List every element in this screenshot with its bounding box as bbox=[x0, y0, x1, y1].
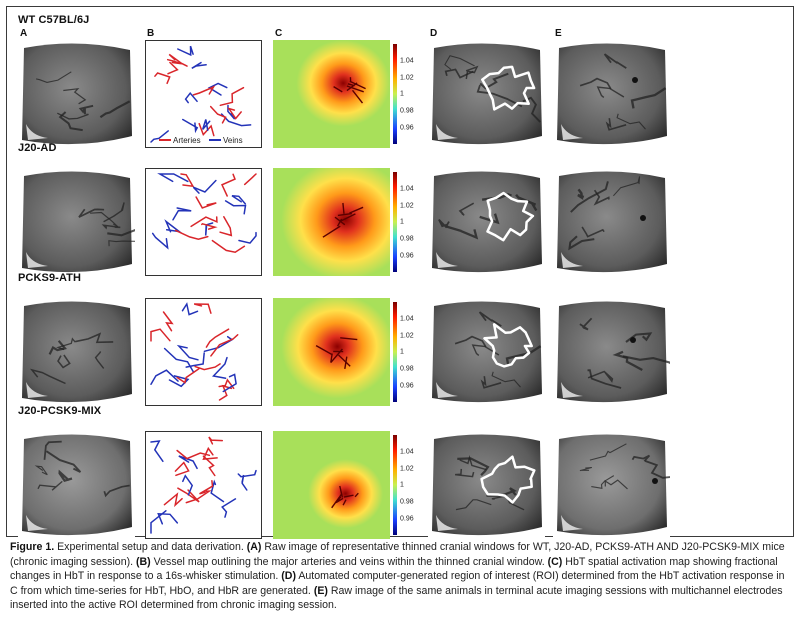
hbt-activation-map bbox=[273, 298, 390, 406]
colorbar: 1.04 1.02 1 0.98 0.96 bbox=[393, 435, 414, 535]
roi-image bbox=[428, 431, 545, 539]
roi-image bbox=[428, 40, 545, 148]
colorbar-tick-label: 0.98 bbox=[400, 236, 414, 243]
caption-d-text: Automated computer-generated region of i… bbox=[10, 570, 785, 597]
caption-c-text: HbT spatial activation map showing fract… bbox=[10, 555, 778, 583]
electrode-insertion bbox=[630, 337, 636, 343]
caption-a-text: Raw image of representative thinned cran… bbox=[10, 541, 785, 568]
colorbar: 1.04 1.02 1 0.98 0.96 bbox=[393, 172, 414, 272]
roi-outline bbox=[483, 323, 533, 368]
raw-image-acute bbox=[553, 168, 670, 276]
colorbar-panel: 1.04 1.02 1 0.98 0.96 bbox=[393, 168, 433, 276]
vessel-map bbox=[145, 298, 262, 406]
colorbar-tick-label: 1.04 bbox=[400, 58, 414, 65]
electrode-insertion bbox=[652, 478, 658, 484]
colorbar-tick-label: 1.04 bbox=[400, 316, 414, 323]
colorbar-tick-label: 1.02 bbox=[400, 75, 414, 82]
colorbar: 1.04 1.02 1 0.98 0.96 bbox=[393, 44, 414, 144]
colorbar-tick-label: 1.02 bbox=[400, 333, 414, 340]
panel-letter: D bbox=[430, 28, 438, 39]
panel-letter: E bbox=[555, 28, 562, 39]
raw-image-chronic bbox=[18, 40, 135, 148]
raw-image-chronic bbox=[18, 298, 135, 406]
roi-outline bbox=[486, 191, 535, 242]
hbt-activation-map bbox=[273, 40, 390, 148]
colorbar-tick-label: 1 bbox=[400, 219, 404, 226]
electrode-insertion bbox=[632, 77, 638, 83]
raw-image-acute bbox=[553, 40, 670, 148]
panel-letter: B bbox=[147, 28, 155, 39]
colorbar-tick-label: 1.04 bbox=[400, 449, 414, 456]
caption-c-tag: (C) bbox=[547, 555, 563, 568]
colorbar-tick-label: 1.02 bbox=[400, 466, 414, 473]
colorbar-tick-label: 1 bbox=[400, 91, 404, 98]
vessel-legend: Arteries Veins bbox=[159, 136, 243, 145]
caption-b-tag: (B) bbox=[136, 555, 151, 568]
roi-image bbox=[428, 298, 545, 406]
roi-image bbox=[428, 168, 545, 276]
raw-image-acute bbox=[553, 298, 670, 406]
row-title: J20-PCSK9-MIX bbox=[18, 405, 102, 417]
colorbar-panel: 1.04 1.02 1 0.98 0.96 bbox=[393, 431, 433, 539]
caption-e-text: Raw image of the same animals in termina… bbox=[10, 584, 783, 612]
panel-letter: A bbox=[20, 28, 28, 39]
caption-e-tag: (E) bbox=[313, 584, 328, 597]
row-title: J20-AD bbox=[18, 142, 57, 154]
colorbar-tick-label: 0.98 bbox=[400, 108, 414, 115]
legend-veins: Veins bbox=[223, 136, 243, 145]
colorbar-tick-label: 0.98 bbox=[400, 499, 414, 506]
roi-outline bbox=[480, 455, 536, 504]
vessel-map: Arteries Veins bbox=[145, 40, 262, 148]
raw-image-chronic bbox=[18, 431, 135, 539]
colorbar-tick-label: 1 bbox=[400, 482, 404, 489]
caption-b-text: Vessel map outlining the major arteries … bbox=[150, 555, 548, 568]
colorbar-tick-label: 1.02 bbox=[400, 203, 414, 210]
panel-letter: C bbox=[275, 28, 283, 39]
caption-lead: Figure 1. bbox=[10, 541, 55, 553]
figure-caption: Figure 1. Experimental setup and data de… bbox=[10, 540, 792, 613]
vessel-map bbox=[145, 431, 262, 539]
colorbar-panel: 1.04 1.02 1 0.98 0.96 bbox=[393, 40, 433, 148]
colorbar-tick-label: 0.96 bbox=[400, 125, 414, 132]
row-title: WT C57BL/6J bbox=[18, 14, 90, 26]
roi-outline bbox=[481, 65, 536, 111]
raw-image-acute bbox=[553, 431, 670, 539]
colorbar-tick-label: 0.96 bbox=[400, 383, 414, 390]
hbt-activation-map bbox=[273, 431, 390, 539]
colorbar-tick-label: 0.96 bbox=[400, 253, 414, 260]
vessel-map bbox=[145, 168, 262, 276]
caption-intro: Experimental setup and data derivation. bbox=[54, 541, 247, 553]
colorbar: 1.04 1.02 1 0.98 0.96 bbox=[393, 302, 414, 402]
raw-image-chronic bbox=[18, 168, 135, 276]
hbt-activation-map bbox=[273, 168, 390, 276]
legend-arteries: Arteries bbox=[173, 136, 201, 145]
electrode-insertion bbox=[640, 215, 646, 221]
colorbar-panel: 1.04 1.02 1 0.98 0.96 bbox=[393, 298, 433, 406]
row-title: PCKS9-ATH bbox=[18, 272, 82, 284]
colorbar-tick-label: 0.98 bbox=[400, 366, 414, 373]
caption-a-tag: (A) bbox=[246, 541, 262, 553]
colorbar-tick-label: 0.96 bbox=[400, 516, 414, 523]
colorbar-tick-label: 1.04 bbox=[400, 186, 414, 193]
caption-d-tag: (D) bbox=[281, 570, 296, 583]
colorbar-tick-label: 1 bbox=[400, 349, 404, 356]
